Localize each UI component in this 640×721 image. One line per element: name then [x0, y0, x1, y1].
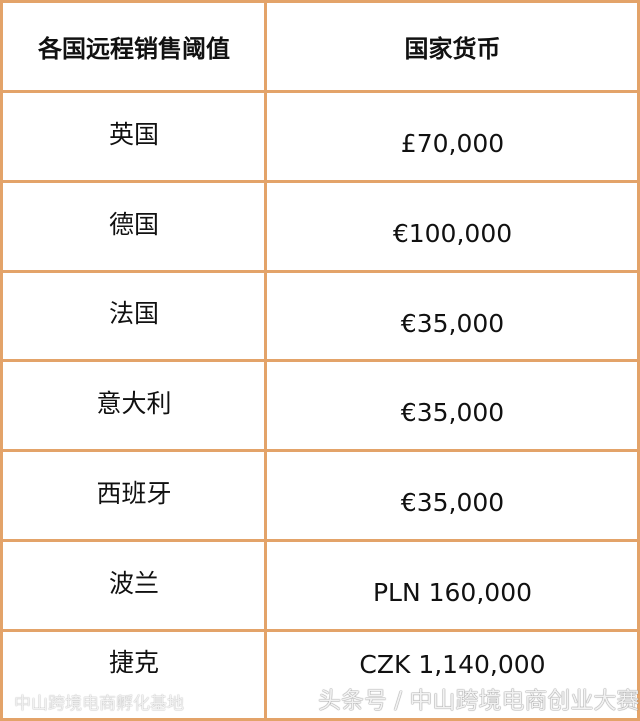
country-cell: 意大利 — [96, 388, 172, 418]
watermark: 头条号 / 中山跨境电商创业大赛 — [318, 688, 640, 714]
country-cell: 法国 — [108, 299, 159, 328]
row-divider — [0, 359, 640, 362]
country-cell: 西班牙 — [96, 478, 172, 508]
threshold-cell: €35,000 — [400, 398, 505, 427]
country-cell: 德国 — [108, 209, 159, 239]
row-divider — [0, 0, 640, 3]
row-divider — [0, 180, 640, 183]
threshold-cell: £70,000 — [400, 129, 505, 158]
country-cell: 英国 — [108, 119, 159, 149]
threshold-cell: CZK 1,140,000 — [359, 650, 546, 679]
threshold-cell: €100,000 — [392, 219, 513, 248]
row-divider — [0, 90, 640, 93]
threshold-cell: €35,000 — [400, 308, 505, 338]
country-cell: 波兰 — [108, 568, 159, 598]
watermark-secondary: 中山跨境电商孵化基地 — [14, 694, 184, 714]
row-divider — [0, 270, 640, 273]
row-divider — [0, 449, 640, 452]
threshold-cell: PLN 160,000 — [372, 578, 533, 607]
header-currency: 国家货币 — [404, 35, 501, 63]
row-divider — [0, 539, 640, 542]
row-divider — [0, 718, 640, 721]
country-cell: 捷克 — [108, 648, 159, 677]
threshold-cell: €35,000 — [400, 488, 505, 517]
row-divider — [0, 629, 640, 632]
header-threshold: 各国远程销售阈值 — [38, 35, 230, 63]
